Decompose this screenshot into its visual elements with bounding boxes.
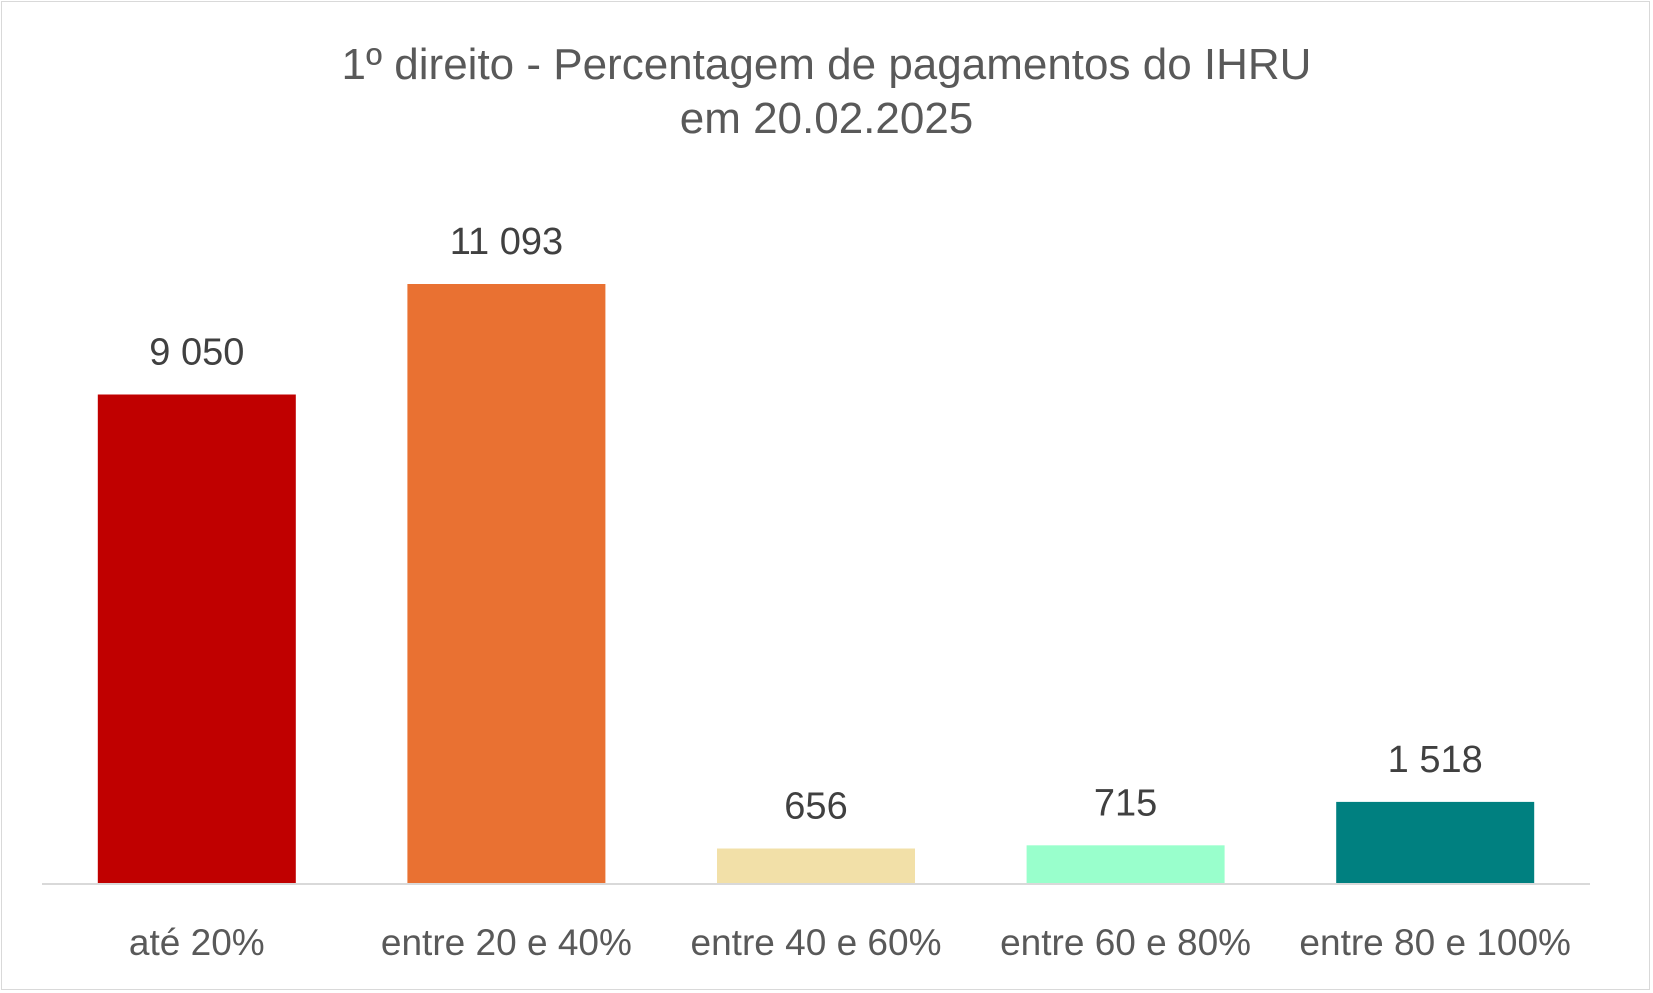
value-labels-group: 9 050 11 093 656 715 1 518 [149, 221, 1482, 828]
data-label-3: 656 [784, 786, 847, 828]
bar-5 [1336, 801, 1535, 884]
x-tick-label-4: entre 60 e 80% [1000, 922, 1251, 963]
bar-1 [97, 394, 296, 884]
chart-title-line-2: em 20.02.2025 [679, 94, 974, 143]
data-label-4: 715 [1094, 782, 1157, 824]
bar-4 [1026, 845, 1225, 884]
chart-title-line-1: 1º direito - Percentagem de pagamentos d… [341, 40, 1312, 89]
data-label-2: 11 093 [450, 221, 563, 263]
bar-3 [717, 848, 915, 884]
category-labels-group: até 20% entre 20 e 40% entre 40 e 60% entre… [129, 922, 1571, 963]
chart-title: 1º direito - Percentagem de pagamentos d… [0, 38, 1653, 146]
bar-2 [407, 284, 606, 884]
data-label-1: 9 050 [149, 332, 244, 374]
data-label-5: 1 518 [1388, 739, 1483, 781]
bars-group [97, 284, 1535, 884]
x-tick-label-3: entre 40 e 60% [691, 922, 942, 963]
x-tick-label-1: até 20% [129, 922, 265, 963]
x-tick-label-5: entre 80 e 100% [1299, 922, 1571, 963]
x-tick-label-2: entre 20 e 40% [381, 922, 632, 963]
